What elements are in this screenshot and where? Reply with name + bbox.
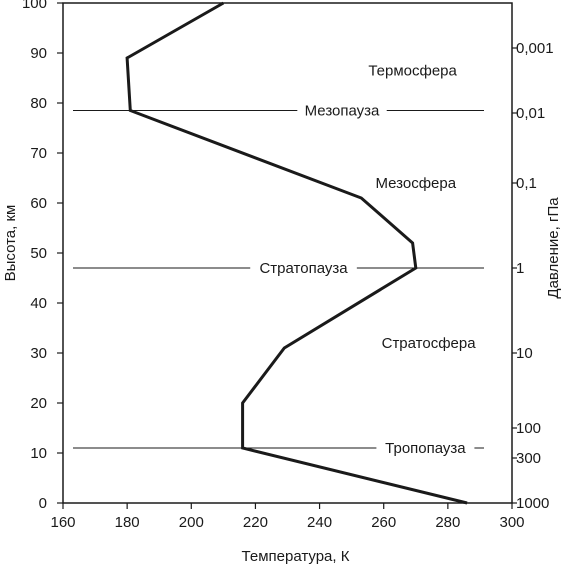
pressure-axis-title: Давление, гПа <box>545 197 562 299</box>
y-tick-label: 0 <box>39 495 47 512</box>
pressure-tick-label: 1 <box>516 260 524 277</box>
x-tick-label: 300 <box>499 514 524 531</box>
boundary-label-bg <box>376 439 475 457</box>
layer-label: Стратосфера <box>382 335 477 352</box>
x-tick-label: 280 <box>435 514 460 531</box>
y-tick-label: 50 <box>30 245 47 262</box>
boundary-lines <box>73 110 484 449</box>
x-tick-label: 240 <box>307 514 332 531</box>
x-tick-label: 160 <box>50 514 75 531</box>
x-tick-label: 260 <box>371 514 396 531</box>
temperature-profile-line <box>125 1 468 505</box>
y-tick-label: 10 <box>30 445 47 462</box>
x-tick-label: 220 <box>243 514 268 531</box>
y-tick-label: 20 <box>30 395 47 412</box>
y-tick-label: 60 <box>30 195 47 212</box>
chart-labels: 160 180 200 220 240 260 280 300 0 10 20 30 40 50 60 70 8… <box>22 0 554 531</box>
pressure-tick-label: 0,001 <box>516 40 554 57</box>
y-tick-label: 70 <box>30 145 47 162</box>
pressure-tick-label: 300 <box>516 450 541 467</box>
x-tick-label: 200 <box>179 514 204 531</box>
boundary-label: Мезопауза <box>305 103 380 120</box>
y-tick-label: 100 <box>22 0 47 12</box>
boundary-label: Стратопауза <box>259 260 348 277</box>
y-tick-label: 30 <box>30 345 47 362</box>
y-tick-label: 40 <box>30 295 47 312</box>
boundary-label: Тропопауза <box>385 440 466 457</box>
layer-label: Мезосфера <box>375 175 456 192</box>
y-axis-title: Высота, км <box>2 205 19 282</box>
pressure-tick-label: 1000 <box>516 495 549 512</box>
boundary-label-bg <box>250 259 357 277</box>
boundary-label-bg <box>297 101 387 120</box>
pressure-tick-label: 0,1 <box>516 175 537 192</box>
y-tick-label: 80 <box>30 95 47 112</box>
pressure-tick-label: 10 <box>516 345 533 362</box>
pressure-tick-label: 100 <box>516 420 541 437</box>
axis-ticks <box>57 2 517 509</box>
layer-label: Термосфера <box>368 63 457 80</box>
y-tick-label: 90 <box>30 45 47 62</box>
x-axis-title: Температура, К <box>242 548 350 565</box>
pressure-tick-label: 0,01 <box>516 105 545 122</box>
x-tick-label: 180 <box>115 514 140 531</box>
